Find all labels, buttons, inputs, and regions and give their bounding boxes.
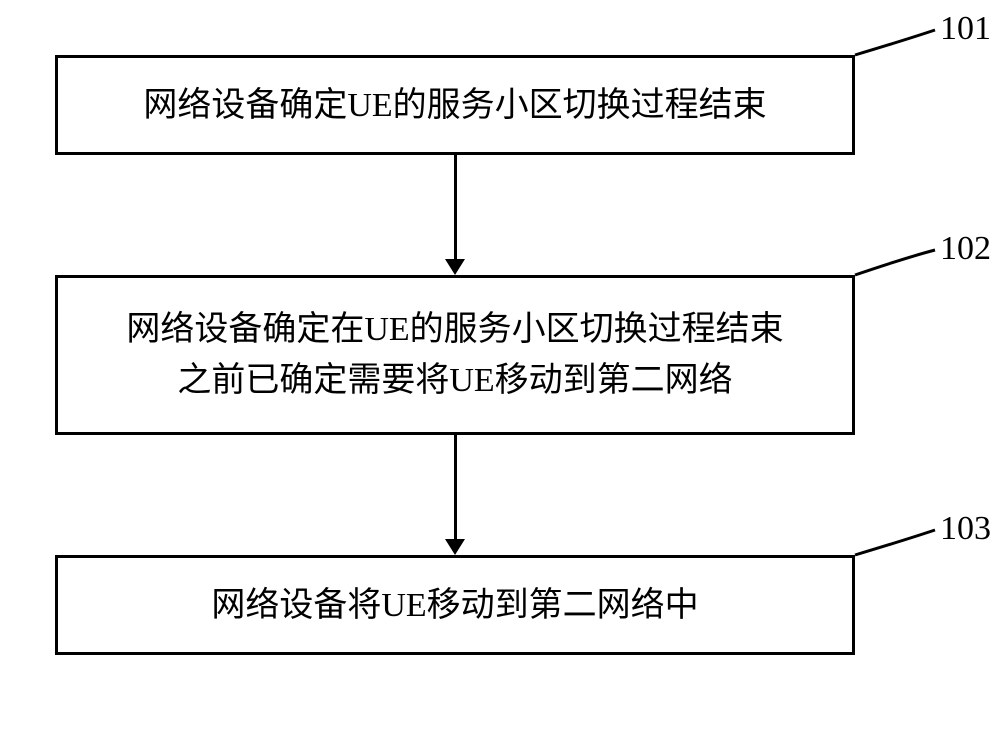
flow-step-102: 网络设备确定在UE的服务小区切换过程结束之前已确定需要将UE移动到第二网络 [55, 275, 855, 435]
step-label-101: 101 [940, 10, 991, 48]
step-label-103: 103 [940, 510, 991, 548]
arrow-head-1 [445, 539, 465, 555]
flow-step-101: 网络设备确定UE的服务小区切换过程结束 [55, 55, 855, 155]
step-text: 网络设备确定在UE的服务小区切换过程结束之前已确定需要将UE移动到第二网络 [126, 304, 783, 406]
arrow-1 [454, 435, 457, 539]
step-label-102: 102 [940, 230, 991, 268]
arrow-head-0 [445, 259, 465, 275]
step-text: 网络设备确定UE的服务小区切换过程结束 [143, 80, 766, 131]
arrow-0 [454, 155, 457, 259]
flow-step-103: 网络设备将UE移动到第二网络中 [55, 555, 855, 655]
step-text: 网络设备将UE移动到第二网络中 [211, 580, 698, 631]
